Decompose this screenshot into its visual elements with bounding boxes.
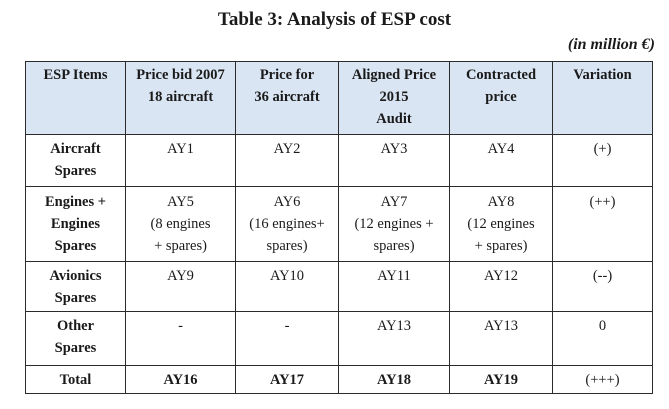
cell-aligned-2015: AY13 (338, 311, 450, 366)
table-row: Engines + Engines Spares AY5 (8 engines … (25, 186, 653, 262)
cell-variation: (--) (552, 261, 653, 312)
row-item-cell: Aircraft Spares (25, 134, 126, 187)
cell-text: Engines + (44, 194, 107, 210)
table-row: Avionics Spares AY9 AY10 AY11 AY12 (--) (25, 261, 653, 312)
cell-text: + spares) (154, 238, 207, 254)
cell-text: AY11 (377, 268, 411, 284)
cell-text: AY4 (487, 141, 515, 157)
cell-text: AY12 (483, 268, 519, 284)
cell-text: AY6 (273, 194, 301, 210)
cell-bid-2007: AY9 (125, 261, 236, 312)
header-text: ESP Items (43, 67, 108, 83)
header-aligned-price-2015: Aligned Price 2015 Audit (338, 61, 450, 135)
cell-aligned-2015: AY3 (338, 134, 450, 187)
cell-bid-2007: - (125, 311, 236, 366)
cell-text: Aircraft (50, 141, 101, 157)
esp-cost-table: ESP Items Price bid 2007 18 aircraft Pri… (25, 61, 653, 394)
cell-text: Avionics (49, 268, 102, 284)
total-aligned-2015: AY18 (338, 365, 450, 394)
cell-text: (12 engines (467, 216, 535, 232)
cell-text: Spares (54, 340, 97, 356)
cell-contracted: AY8 (12 engines + spares) (449, 186, 553, 262)
cell-contracted: AY13 (449, 311, 553, 366)
cell-text: (8 engines (150, 216, 211, 232)
header-text: Contracted (465, 67, 537, 83)
header-text: Price bid 2007 (136, 67, 225, 83)
row-item-cell: Engines + Engines Spares (25, 186, 126, 262)
total-row: Total AY16 AY17 AY18 AY19 (+++) (25, 365, 653, 394)
cell-variation: 0 (552, 311, 653, 366)
cell-text: AY1 (167, 141, 194, 157)
header-text: Price for (259, 67, 315, 83)
cell-bid-2007: AY1 (125, 134, 236, 187)
cell-variation: (+) (552, 134, 653, 187)
cell-text: AY3 (380, 141, 408, 157)
cell-text: - (178, 318, 183, 334)
cell-text: AY13 (483, 318, 519, 334)
header-text: Variation (573, 67, 632, 83)
cell-text: + spares) (474, 238, 528, 254)
cell-text: Spares (54, 238, 97, 254)
unit-note: (in million €) (567, 36, 655, 53)
cell-text: (16 engines+ (249, 216, 325, 232)
header-price-36-aircraft: Price for 36 aircraft (235, 61, 339, 135)
cell-aligned-2015: AY11 (338, 261, 450, 312)
table-row: Aircraft Spares AY1 AY2 AY3 AY4 (+) (25, 134, 653, 187)
cell-text: spares) (373, 238, 415, 254)
cell-text: spares) (266, 238, 308, 254)
table-title: Table 3: Analysis of ESP cost (217, 9, 452, 30)
header-text: 36 aircraft (254, 89, 320, 105)
header-row: ESP Items Price bid 2007 18 aircraft Pri… (25, 61, 653, 135)
cell-price-36: AY6 (16 engines+ spares) (235, 186, 339, 262)
header-text: Audit (376, 111, 412, 127)
cell-price-36: AY2 (235, 134, 339, 187)
cell-text: AY2 (273, 141, 301, 157)
header-text: price (485, 89, 517, 105)
header-text: 18 aircraft (147, 89, 214, 105)
cell-text: Spares (54, 163, 97, 179)
total-label: Total (25, 365, 126, 394)
cell-bid-2007: AY5 (8 engines + spares) (125, 186, 236, 262)
cell-price-36: AY10 (235, 261, 339, 312)
total-variation: (+++) (552, 365, 653, 394)
cell-text: Other (56, 318, 95, 334)
header-text: 2015 (379, 89, 409, 105)
table-row: Other Spares - - AY13 AY13 0 (25, 311, 653, 366)
cell-text: AY13 (376, 318, 412, 334)
cell-aligned-2015: AY7 (12 engines + spares) (338, 186, 450, 262)
total-price-36: AY17 (235, 365, 339, 394)
cell-contracted: AY12 (449, 261, 553, 312)
cell-text: AY9 (167, 268, 194, 284)
total-contracted: AY19 (449, 365, 553, 394)
total-bid-2007: AY16 (125, 365, 236, 394)
cell-text: AY7 (380, 194, 408, 210)
cell-text: Engines (50, 216, 101, 232)
row-item-cell: Other Spares (25, 311, 126, 366)
cell-text: AY5 (167, 194, 194, 210)
header-text: Aligned Price (351, 67, 437, 83)
header-contracted-price: Contracted price (449, 61, 553, 135)
cell-text: (12 engines + (354, 216, 434, 232)
cell-text: - (284, 318, 290, 334)
cell-text: AY8 (487, 194, 515, 210)
cell-contracted: AY4 (449, 134, 553, 187)
cell-text: AY10 (269, 268, 305, 284)
header-price-bid-2007: Price bid 2007 18 aircraft (125, 61, 236, 135)
cell-variation: (++) (552, 186, 653, 262)
header-variation: Variation (552, 61, 653, 135)
row-item-cell: Avionics Spares (25, 261, 126, 312)
cell-price-36: - (235, 311, 339, 366)
header-esp-items: ESP Items (25, 61, 126, 135)
cell-text: Spares (54, 290, 97, 306)
